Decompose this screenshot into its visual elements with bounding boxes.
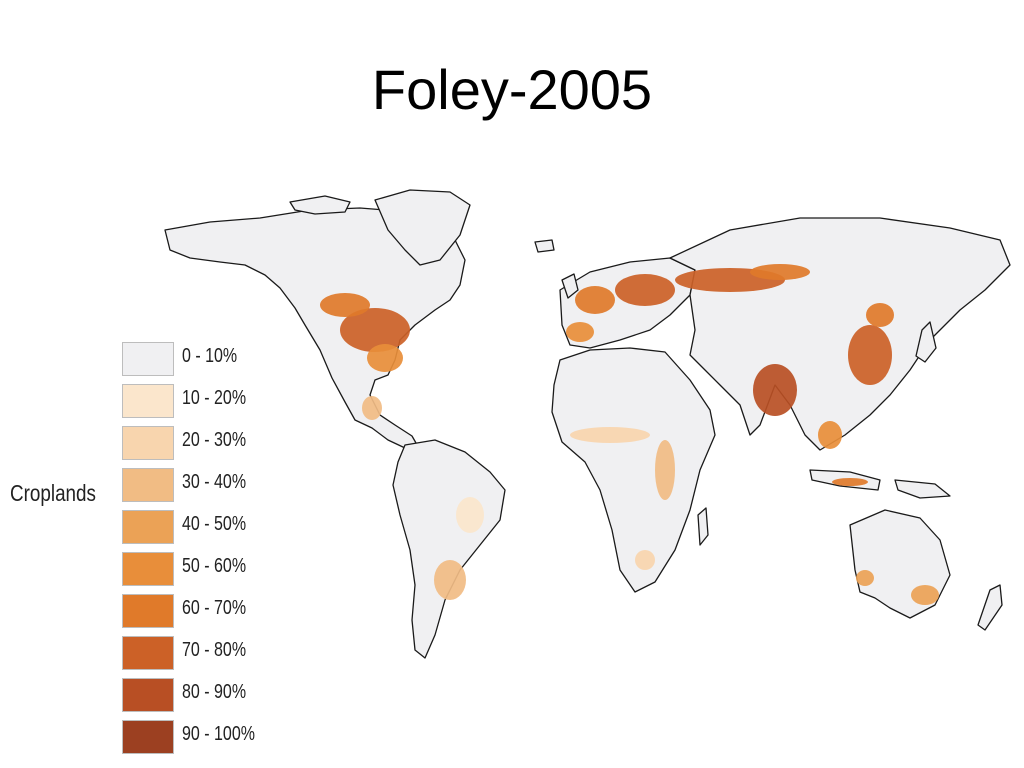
cropland-kazakhstan: [750, 264, 810, 280]
world-cropland-map: [164, 189, 1011, 659]
legend-label: 30 - 40%: [182, 471, 247, 493]
new-guinea: [894, 479, 951, 499]
legend-label: 70 - 80%: [182, 639, 247, 661]
arctic-islands: [289, 195, 351, 215]
legend-label: 20 - 30%: [182, 429, 247, 451]
legend-swatch: [122, 594, 174, 628]
cropland-us-southeast: [367, 344, 403, 372]
legend-swatch: [122, 720, 174, 754]
legend-swatch: [122, 468, 174, 502]
legend-label: 0 - 10%: [182, 345, 238, 367]
cropland-sw-australia: [856, 570, 874, 586]
legend-label: 10 - 20%: [182, 387, 247, 409]
legend-swatch: [122, 384, 174, 418]
legend-swatch: [122, 636, 174, 670]
cropland-java: [832, 478, 868, 486]
greenland-landmass: [374, 189, 471, 266]
africa-landmass: [551, 347, 716, 593]
iceland: [534, 239, 555, 253]
legend-swatch: [122, 342, 174, 376]
cropland-sahel: [570, 427, 650, 443]
legend-label: 50 - 60%: [182, 555, 247, 577]
cropland-south-brazil: [434, 560, 466, 600]
cropland-china-east: [848, 325, 892, 385]
cropland-mexico: [362, 396, 382, 420]
cropland-europe-west: [575, 286, 615, 314]
legend-label: 80 - 90%: [182, 681, 247, 703]
slide-title: Foley-2005: [371, 58, 653, 121]
legend-swatch: [122, 510, 174, 544]
cropland-intensity-overlay: [320, 264, 939, 605]
cropland-great-plains: [320, 293, 370, 317]
cropland-europe-east: [615, 274, 675, 306]
cropland-east-africa: [655, 440, 675, 500]
cropland-brazil: [456, 497, 484, 533]
cropland-china-north: [866, 303, 894, 327]
asia-landmass: [669, 217, 1011, 451]
cropland-southeast-asia: [818, 421, 842, 449]
south-america-landmass: [392, 439, 506, 659]
british-isles: [561, 273, 579, 299]
land-masses: [164, 189, 1011, 659]
cropland-india: [753, 364, 797, 416]
cropland-se-australia: [911, 585, 939, 605]
cropland-us-midwest: [340, 308, 410, 352]
japan: [915, 321, 937, 363]
cropland-iberia: [566, 322, 594, 342]
legend-label: 90 - 100%: [182, 723, 255, 745]
cropland-southern-africa: [635, 550, 655, 570]
legend-swatch: [122, 426, 174, 460]
legend-swatch: [122, 552, 174, 586]
new-zealand: [977, 584, 1003, 631]
madagascar: [697, 507, 709, 546]
legend-swatch: [122, 678, 174, 712]
legend-title: Croplands: [10, 480, 96, 506]
legend-label: 60 - 70%: [182, 597, 247, 619]
legend-label: 40 - 50%: [182, 513, 247, 535]
